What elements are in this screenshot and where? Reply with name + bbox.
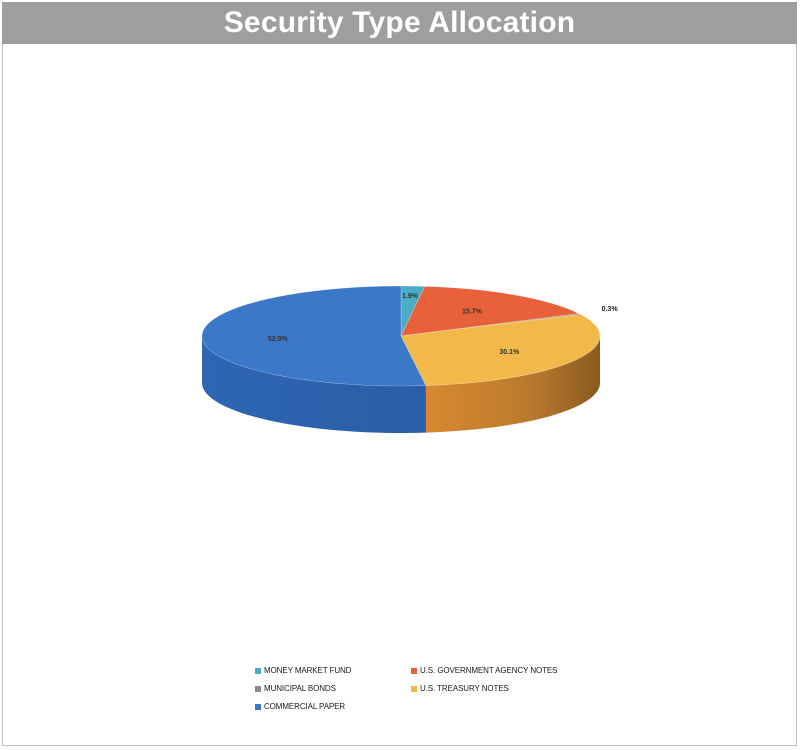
data-label-u-s-government-agency-notes: 15.7% — [462, 309, 483, 316]
legend-item-us-government-agency-notes: U.S. GOVERNMENT AGENCY NOTES — [411, 665, 595, 676]
legend-item-commercial-paper: COMMERCIAL PAPER — [255, 701, 411, 712]
legend-item-us-treasury-notes: U.S. TREASURY NOTES — [411, 683, 595, 694]
legend-label: MONEY MARKET FUND — [264, 666, 352, 675]
title-bar: Security Type Allocation — [2, 2, 797, 44]
pie-side-u-s-treasury-notes — [425, 336, 600, 433]
legend-item-money-market-fund: MONEY MARKET FUND — [255, 665, 411, 676]
chart-title: Security Type Allocation — [223, 6, 576, 39]
legend-swatch — [255, 703, 261, 710]
pie-side-commercial-paper — [202, 336, 426, 433]
legend-label: U.S. GOVERNMENT AGENCY NOTES — [420, 666, 558, 675]
pie-slice-money-market-fund — [400, 285, 426, 337]
legend-label: U.S. TREASURY NOTES — [420, 684, 509, 693]
pie-slices — [201, 285, 601, 387]
legend-label: MUNICIPAL BONDS — [264, 684, 336, 693]
legend-swatch — [255, 685, 261, 692]
pie-slice-u-s-treasury-notes — [400, 314, 601, 386]
legend-swatch — [255, 667, 261, 674]
pie-side-walls — [202, 336, 600, 433]
pie-slice-municipal-bonds — [400, 313, 582, 337]
legend-swatch — [411, 667, 417, 674]
data-label-commercial-paper: 52.0% — [268, 336, 289, 343]
data-label-municipal-bonds: 0.3% — [602, 306, 619, 313]
chart-legend: MONEY MARKET FUND U.S. GOVERNMENT AGENCY… — [255, 665, 595, 712]
pie-data-labels: 1.9% 15.7% 0.3% 30.1% 52.0% — [268, 293, 618, 356]
pie-slice-u-s-government-agency-notes — [400, 286, 580, 337]
data-label-u-s-treasury-notes: 30.1% — [499, 349, 520, 356]
legend-swatch — [411, 685, 417, 692]
legend-item-municipal-bonds: MUNICIPAL BONDS — [255, 683, 411, 694]
legend-label: COMMERCIAL PAPER — [264, 702, 346, 711]
data-label-money-market-fund: 1.9% — [402, 293, 419, 300]
pie-slice-commercial-paper — [201, 285, 427, 387]
